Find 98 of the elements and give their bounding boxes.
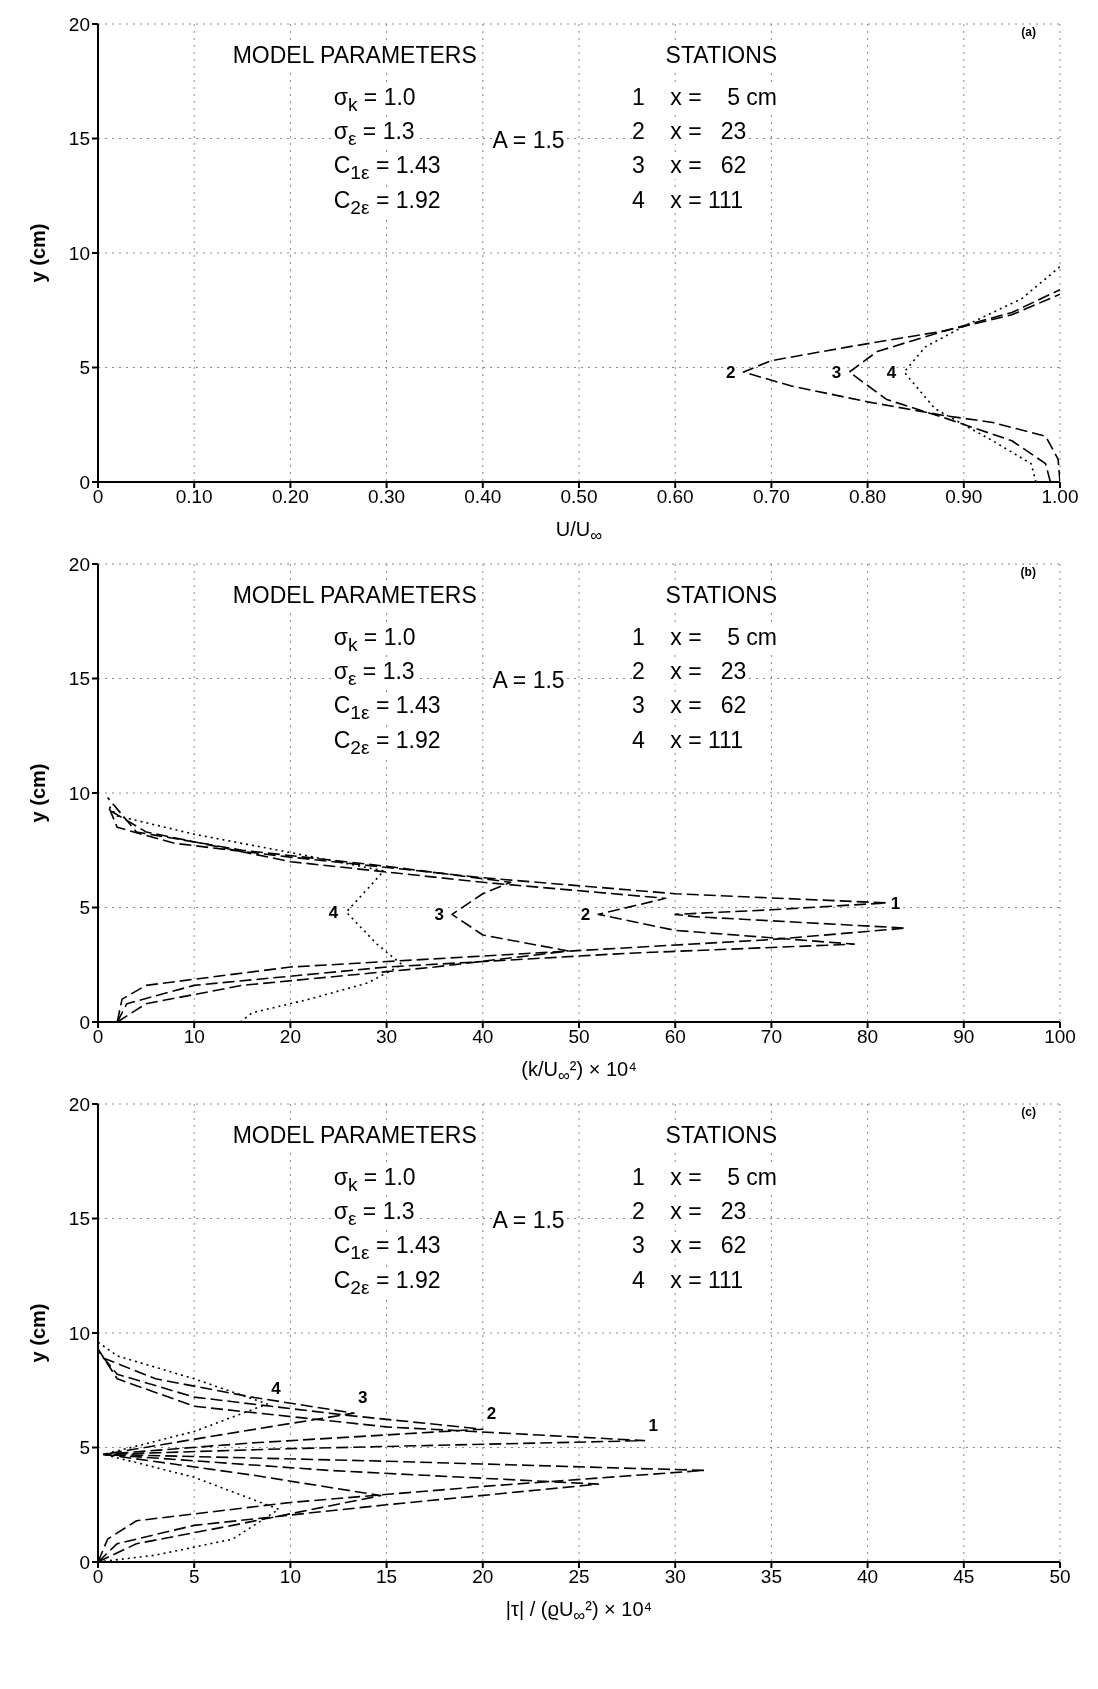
- annotation: 4 x = 111: [631, 726, 743, 754]
- annotation: 1 x = 5 cm: [631, 83, 777, 110]
- annotation: 2 x = 23: [631, 657, 747, 685]
- annotation: A = 1.5: [492, 127, 565, 154]
- y-tick-label: 5: [79, 357, 90, 379]
- annotation: MODEL PARAMETERS: [232, 1122, 477, 1149]
- annotation: C$_{1ε}$ = 1.43: [333, 1232, 441, 1264]
- x-tick-label: 40: [857, 1566, 879, 1588]
- series-label: 4: [271, 1378, 282, 1398]
- y-tick-label: 0: [79, 1011, 90, 1033]
- x-tick-label: 15: [376, 1566, 398, 1588]
- x-axis-title: U/U$_{∞}$: [555, 518, 603, 546]
- x-tick-label: 60: [664, 1026, 686, 1048]
- annotation: 2 x = 23: [631, 1197, 747, 1225]
- y-tick-label: 20: [68, 553, 90, 575]
- annotation: 3 x = 62: [631, 1232, 747, 1259]
- y-tick-label: 15: [68, 1208, 90, 1230]
- y-tick-label: 5: [79, 897, 90, 919]
- x-tick-label: 5: [188, 1566, 200, 1588]
- series-label: 2: [580, 905, 591, 925]
- y-tick-label: 5: [79, 1437, 90, 1459]
- x-axis-title: |τ| / (ϱU$_{∞}$²) × 10⁴: [505, 1598, 653, 1626]
- annotation: σ$_{ε}$ = 1.3: [333, 657, 415, 690]
- x-tick-label: 50: [568, 1026, 590, 1048]
- x-tick-label: 1.00: [1041, 486, 1079, 508]
- x-tick-label: 35: [760, 1566, 782, 1588]
- annotation: A = 1.5: [492, 667, 565, 694]
- x-tick-label: 50: [1049, 1566, 1071, 1588]
- annotation: 4 x = 111: [631, 186, 743, 214]
- series-label: 4: [328, 903, 339, 923]
- x-tick-label: 30: [664, 1566, 686, 1588]
- y-tick-label: 0: [79, 471, 90, 493]
- annotation: MODEL PARAMETERS: [232, 582, 477, 609]
- series-label: 3: [831, 363, 842, 383]
- annotation: 2 x = 23: [631, 117, 747, 145]
- annotation: STATIONS: [665, 582, 778, 609]
- y-axis-title: y (cm): [26, 763, 50, 823]
- x-tick-label: 45: [953, 1566, 975, 1588]
- x-axis-title: (k/U$_{∞}$²) × 10⁴: [521, 1058, 637, 1086]
- x-tick-label: 0.80: [849, 486, 887, 508]
- x-tick-label: 0.70: [752, 486, 790, 508]
- x-tick-label: 0.10: [175, 486, 213, 508]
- y-tick-label: 10: [68, 242, 90, 264]
- annotation: (b): [1020, 565, 1036, 581]
- x-tick-label: 70: [760, 1026, 782, 1048]
- x-tick-label: 30: [376, 1026, 398, 1048]
- y-tick-label: 0: [79, 1551, 90, 1573]
- annotation: C$_{1ε}$ = 1.43: [333, 692, 441, 724]
- annotation: σ$_{ε}$ = 1.3: [333, 1197, 415, 1230]
- annotation: C$_{1ε}$ = 1.43: [333, 152, 441, 184]
- annotation: C$_{2ε}$ = 1.92: [333, 1266, 441, 1299]
- series-label: 1: [648, 1415, 658, 1435]
- x-tick-label: 0.90: [945, 486, 983, 508]
- annotation: 3 x = 62: [631, 152, 747, 179]
- x-tick-label: 80: [857, 1026, 879, 1048]
- annotation: (a): [1021, 25, 1036, 41]
- annotation: 4 x = 111: [631, 1266, 743, 1294]
- annotation: C$_{2ε}$ = 1.92: [333, 186, 441, 219]
- y-tick-label: 10: [68, 1322, 90, 1344]
- series-label: 3: [357, 1388, 368, 1408]
- series-label: 2: [726, 363, 736, 383]
- x-tick-label: 20: [472, 1566, 494, 1588]
- annotation: (c): [1021, 1105, 1036, 1121]
- x-tick-label: 0.40: [464, 486, 502, 508]
- annotation: 1 x = 5 cm: [631, 623, 777, 650]
- annotation: A = 1.5: [492, 1207, 565, 1234]
- x-tick-label: 10: [183, 1026, 205, 1048]
- annotation: STATIONS: [665, 1122, 778, 1149]
- x-tick-label: 0.50: [560, 486, 598, 508]
- x-tick-label: 0.20: [271, 486, 309, 508]
- series-label: 3: [434, 905, 445, 925]
- annotation: 3 x = 62: [631, 692, 747, 719]
- x-tick-label: 0.60: [656, 486, 694, 508]
- x-tick-label: 25: [568, 1566, 590, 1588]
- series-label: 2: [486, 1404, 497, 1424]
- series-label: 1: [890, 893, 901, 913]
- annotation: σ$_{k}$ = 1.0: [333, 1163, 416, 1196]
- y-tick-label: 20: [68, 13, 90, 35]
- x-tick-label: 100: [1044, 1026, 1076, 1048]
- y-tick-label: 20: [68, 1093, 90, 1115]
- y-tick-label: 10: [68, 782, 90, 804]
- y-tick-label: 15: [68, 668, 90, 690]
- annotation: STATIONS: [665, 42, 778, 69]
- series-label: 4: [886, 363, 897, 383]
- x-tick-label: 90: [953, 1026, 975, 1048]
- annotation: C$_{2ε}$ = 1.92: [333, 726, 441, 759]
- y-axis-title: y (cm): [26, 223, 50, 283]
- y-axis-title: y (cm): [26, 1303, 50, 1363]
- y-tick-label: 15: [68, 128, 90, 150]
- x-tick-label: 20: [279, 1026, 301, 1048]
- annotation: σ$_{k}$ = 1.0: [333, 83, 416, 116]
- annotation: σ$_{ε}$ = 1.3: [333, 117, 415, 150]
- annotation: 1 x = 5 cm: [631, 1163, 777, 1190]
- x-tick-label: 40: [472, 1026, 494, 1048]
- x-tick-label: 10: [279, 1566, 301, 1588]
- x-tick-label: 0.30: [368, 486, 406, 508]
- annotation: MODEL PARAMETERS: [232, 42, 477, 69]
- annotation: σ$_{k}$ = 1.0: [333, 623, 416, 656]
